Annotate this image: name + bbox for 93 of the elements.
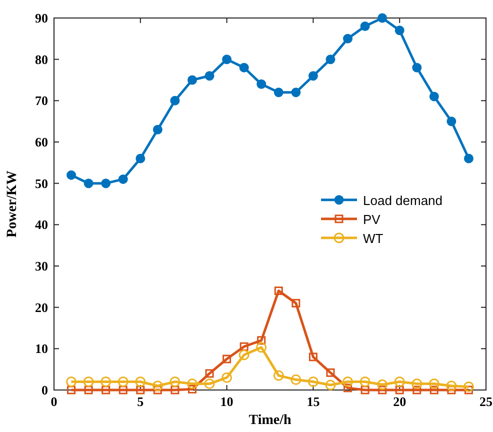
y-axis-title: Power/KW [5, 170, 20, 238]
point [360, 386, 370, 394]
x-tick-label: 0 [50, 394, 58, 409]
point [412, 378, 422, 390]
point [344, 384, 352, 392]
point [274, 286, 283, 296]
point [83, 376, 94, 387]
y-tick-label: 70 [35, 93, 48, 108]
point [256, 79, 266, 89]
point [429, 92, 439, 102]
point [170, 386, 180, 394]
point [273, 370, 284, 381]
point [135, 376, 146, 387]
point [308, 376, 318, 387]
y-tick-label: 50 [35, 176, 48, 191]
point [153, 386, 162, 394]
point [360, 22, 370, 32]
point [118, 376, 128, 387]
point [240, 342, 248, 351]
point [325, 380, 336, 390]
point [342, 376, 354, 387]
point [239, 62, 249, 72]
point [101, 178, 111, 188]
point [378, 386, 387, 394]
point [170, 376, 180, 387]
point [188, 384, 196, 394]
point [290, 374, 302, 385]
point [446, 116, 456, 126]
y-tick-label: 0 [42, 382, 48, 398]
point [446, 380, 457, 392]
point [222, 354, 232, 364]
y-tick-label: 30 [35, 258, 48, 274]
point [84, 386, 93, 394]
y-tick-label: 10 [35, 341, 48, 356]
point [394, 376, 405, 387]
x-tick-label: 25 [480, 394, 493, 409]
point [464, 386, 473, 394]
point [66, 376, 77, 387]
point [257, 336, 266, 345]
point [428, 378, 440, 390]
point [186, 378, 198, 390]
x-axis-title: Time/h [248, 413, 292, 428]
point [204, 71, 214, 81]
point [360, 376, 370, 387]
x-tick-label: 15 [306, 394, 320, 409]
point [118, 174, 128, 184]
y-tick-label: 20 [35, 300, 48, 315]
point [67, 386, 76, 394]
point [102, 386, 110, 394]
point [292, 298, 300, 308]
legend-label: WT [363, 230, 384, 246]
x-tick-label: 10 [220, 394, 234, 409]
point [377, 379, 388, 390]
point [308, 71, 318, 81]
point [152, 124, 162, 134]
point [170, 96, 180, 106]
y-tick-label: 40 [35, 217, 48, 232]
y-tick-label: 60 [35, 134, 48, 150]
point [463, 381, 474, 392]
point [222, 372, 232, 383]
point [136, 154, 146, 164]
point [395, 386, 404, 394]
point [308, 352, 318, 362]
point [66, 170, 76, 180]
point [326, 54, 336, 64]
point [326, 368, 335, 377]
point [430, 386, 438, 394]
y-tick-label: 90 [35, 10, 48, 26]
point [378, 13, 388, 23]
point [256, 342, 267, 353]
y-tick-label: 80 [35, 52, 48, 67]
point [118, 386, 128, 394]
point [84, 178, 94, 188]
point [238, 350, 250, 360]
point [222, 54, 232, 64]
point [100, 376, 112, 387]
point [205, 369, 214, 378]
point [274, 88, 284, 98]
x-tick-label: 20 [393, 394, 406, 409]
point [187, 75, 197, 85]
x-tick-label: 5 [137, 394, 144, 409]
legend-label: PV [363, 212, 381, 227]
point [291, 88, 301, 98]
point [412, 386, 422, 394]
point [447, 386, 456, 394]
point [152, 380, 163, 392]
point [412, 62, 422, 72]
point [204, 378, 215, 390]
point [394, 26, 404, 36]
point [136, 386, 145, 394]
point [464, 154, 474, 164]
legend-label: Load demand [363, 192, 443, 208]
point [343, 34, 353, 44]
